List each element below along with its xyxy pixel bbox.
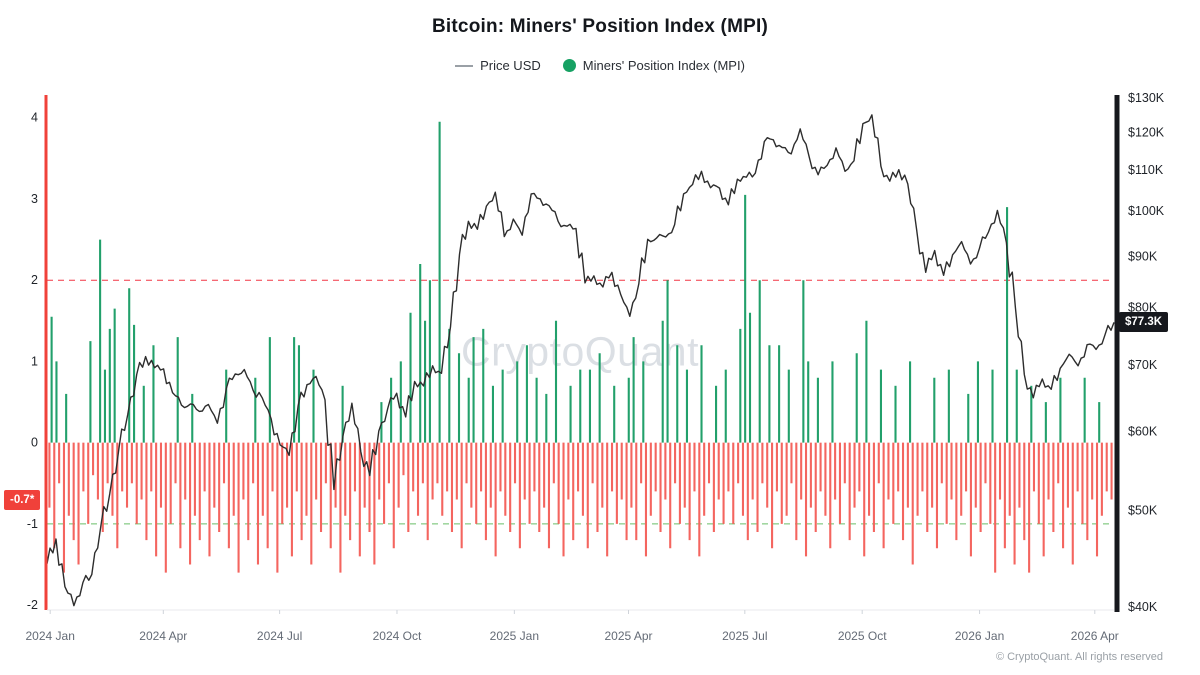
x-axis-tick-label: 2025 Jul xyxy=(722,629,767,643)
x-axis-tick-label: 2024 Oct xyxy=(373,629,422,643)
right-axis-tick-label: $110K xyxy=(1128,163,1164,177)
x-axis-tick-label: 2025 Jan xyxy=(490,629,539,643)
x-axis-tick-label: 2024 Apr xyxy=(139,629,187,643)
right-axis-tick-label: $120K xyxy=(1128,126,1165,140)
mpi-positive-bars xyxy=(50,121,1101,443)
x-axis-tick-label: 2025 Oct xyxy=(838,629,887,643)
right-axis-tick-label: $130K xyxy=(1128,91,1165,105)
legend: Price USD Miners' Position Index (MPI) xyxy=(0,58,1200,73)
x-axis-tick-label: 2024 Jan xyxy=(26,629,75,643)
copyright-footer: © CryptoQuant. All rights reserved xyxy=(995,651,1163,663)
legend-item-mpi[interactable]: Miners' Position Index (MPI) xyxy=(562,58,745,73)
left-axis-tick-label: 0 xyxy=(31,436,38,450)
right-axis-current-badge: $77.3K xyxy=(1119,312,1169,333)
left-axis-tick-label: 3 xyxy=(31,192,38,206)
left-axis-tick-label: 1 xyxy=(31,354,38,368)
left-axis-tick-label: 4 xyxy=(31,111,38,125)
legend-label-price: Price USD xyxy=(480,58,541,73)
x-axis-tick-label: 2024 Jul xyxy=(257,629,302,643)
price-line xyxy=(46,114,1115,607)
left-axis-tick-label: -1 xyxy=(27,517,38,531)
right-axis-tick-label: $100K xyxy=(1128,204,1165,218)
mpi-negative-bars xyxy=(48,442,1113,573)
cryptoquant-watermark: CryptoQuant xyxy=(461,328,699,375)
left-axis-tick-label: -2 xyxy=(27,598,38,612)
right-axis-tick-label: $50K xyxy=(1128,503,1158,517)
legend-item-price[interactable]: Price USD xyxy=(455,58,541,73)
mpi-dot-swatch-icon xyxy=(562,59,576,72)
right-axis-tick-label: $60K xyxy=(1128,425,1158,439)
chart-title: Bitcoin: Miners' Position Index (MPI) xyxy=(432,16,768,37)
legend-label-mpi: Miners' Position Index (MPI) xyxy=(582,58,745,73)
price-line-swatch-icon xyxy=(455,64,474,67)
right-axis-tick-label: $90K xyxy=(1128,250,1158,264)
left-axis-tick-label: 2 xyxy=(31,273,38,287)
x-axis-tick-label: 2026 Apr xyxy=(1071,629,1119,643)
right-axis-tick-label: $40K xyxy=(1128,600,1158,614)
left-axis-current-badge: -0.7* xyxy=(4,489,41,510)
right-axis-tick-label: $80K xyxy=(1128,301,1158,315)
x-axis-tick-label: 2025 Apr xyxy=(604,629,652,643)
right-axis-tick-label: $70K xyxy=(1128,358,1158,372)
x-axis-tick-label: 2026 Jan xyxy=(955,629,1004,643)
